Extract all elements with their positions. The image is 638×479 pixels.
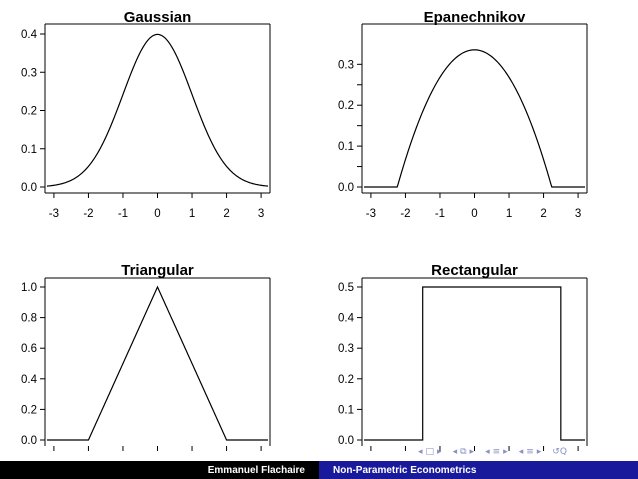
x-tick-label: 1 — [189, 208, 195, 220]
y-tick-label: 0.2 — [21, 106, 37, 118]
x-tick-label: -3 — [49, 208, 59, 220]
x-tick-label: 1 — [506, 208, 512, 220]
y-tick-label: 0.1 — [21, 144, 37, 156]
x-tick-label: -1 — [435, 208, 445, 220]
slide-right-icon[interactable]: ▸ — [536, 447, 542, 457]
subsection-icon[interactable]: ⧉ — [460, 447, 467, 457]
chart-rectangular: Rectangular 0.0 0.1 0.2 0.3 0.4 0.5 — [338, 262, 588, 451]
y-tick-label: 0.3 — [338, 59, 354, 71]
chart-title: Rectangular — [431, 262, 518, 279]
x-tick-label: 2 — [540, 208, 546, 220]
y-tick-label: 0.0 — [21, 182, 37, 194]
y-tick-label: 0.0 — [338, 182, 354, 194]
section-right-icon[interactable]: ▸ — [503, 447, 508, 457]
subsection-left-icon[interactable]: ◂ — [452, 447, 458, 457]
x-tick-label: -2 — [83, 208, 93, 220]
y-tick-label: 0.0 — [21, 435, 37, 447]
chart-epanechnikov: Epanechnikov 0.0 0.1 0.2 0.3 -3 -2 -1 0 1 2 3 — [338, 9, 588, 220]
y-tick-label: 0.6 — [21, 343, 37, 355]
y-tick-label: 0.1 — [338, 141, 354, 153]
slide-left-icon[interactable]: ◂ — [518, 447, 524, 457]
frame-left-icon[interactable]: ◂ — [418, 447, 423, 457]
x-tick-label: 2 — [223, 208, 229, 220]
y-tick-label: 0.2 — [21, 404, 37, 416]
chart-title: Triangular — [121, 262, 194, 279]
x-tick-label: -1 — [118, 208, 128, 220]
y-tick-label: 0.4 — [21, 374, 38, 386]
y-tick-label: 0.4 — [21, 29, 38, 41]
x-tick-label: 0 — [471, 208, 477, 220]
chart-triangular: Triangular 0.0 0.2 0.4 0.6 0.8 1.0 — [21, 262, 271, 451]
footer-author: Emmanuel Flachaire — [0, 461, 319, 479]
y-tick-label: 0.4 — [338, 313, 355, 325]
y-tick-label: 0.2 — [338, 100, 354, 112]
y-tick-label: 0.2 — [338, 374, 354, 386]
footer-title: Non-Parametric Econometrics — [319, 461, 638, 479]
density-line — [364, 49, 585, 188]
density-line — [46, 33, 269, 187]
x-tick-label: 0 — [154, 208, 160, 220]
chart-title: Epanechnikov — [424, 9, 526, 26]
subsection-right-icon[interactable]: ▸ — [469, 447, 475, 457]
chart-gaussian: Gaussian 0.0 0.1 0.2 0.3 0.4 -3 -2 -1 0 1 2 3 — [21, 9, 271, 220]
section-icon[interactable]: ≡ — [492, 447, 501, 457]
search-icon[interactable]: ↺Q — [552, 447, 567, 457]
beamer-navigation: ◂ □ ▸ ◂ ⧉ ▸ ◂ ≡ ▸ ◂ ≡ ▸ ↺Q — [418, 446, 567, 458]
y-tick-label: 0.3 — [338, 343, 354, 355]
x-tick-label: -2 — [400, 208, 410, 220]
y-tick-label: 0.0 — [338, 435, 354, 447]
y-tick-label: 0.8 — [21, 313, 37, 325]
density-line — [47, 285, 268, 441]
section-left-icon[interactable]: ◂ — [485, 447, 490, 457]
chart-title: Gaussian — [124, 9, 192, 26]
x-tick-label: 3 — [258, 208, 264, 220]
y-tick-label: 0.3 — [21, 67, 37, 79]
density-line — [364, 286, 585, 441]
y-tick-label: 0.5 — [338, 282, 354, 294]
footer-bar: Emmanuel Flachaire Non-Parametric Econom… — [0, 461, 638, 479]
slide-icon[interactable]: ≡ — [526, 447, 534, 457]
y-tick-label: 0.1 — [338, 404, 354, 416]
frame-right-icon[interactable]: ▸ — [437, 447, 442, 457]
x-tick-label: -3 — [366, 208, 376, 220]
frame-icon[interactable]: □ — [425, 447, 435, 457]
x-tick-label: 3 — [575, 208, 581, 220]
y-tick-label: 1.0 — [21, 282, 37, 294]
